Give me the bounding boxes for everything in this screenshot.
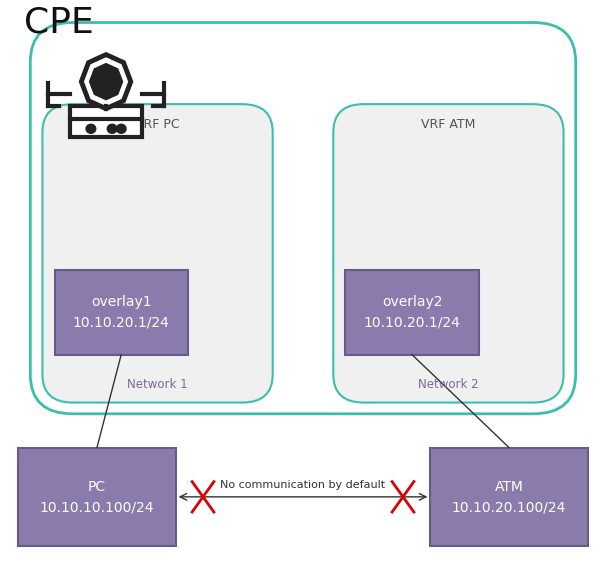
Text: CPE: CPE [24,6,94,39]
Bar [55,270,188,355]
Text: Network 2: Network 2 [418,378,479,391]
Text: overlay2
10.10.20.1/24: overlay2 10.10.20.1/24 [364,295,461,330]
Text: PC
10.10.10.100/24: PC 10.10.10.100/24 [40,480,154,514]
Circle shape [116,124,126,133]
Text: Network 1: Network 1 [127,378,188,391]
Text: overlay1
10.10.20.1/24: overlay1 10.10.20.1/24 [73,295,170,330]
Text: VRF PC: VRF PC [135,118,180,131]
Polygon shape [90,64,122,100]
Text: No communication by default: No communication by default [221,480,385,490]
FancyBboxPatch shape [42,104,273,403]
Polygon shape [81,55,131,109]
Bar [70,105,142,136]
Bar [345,270,479,355]
Circle shape [107,124,117,133]
Text: VRF ATM: VRF ATM [421,118,476,131]
FancyBboxPatch shape [30,23,576,414]
FancyBboxPatch shape [333,104,564,403]
Bar [430,448,588,546]
Text: ATM
10.10.20.100/24: ATM 10.10.20.100/24 [452,480,566,514]
Circle shape [86,124,96,133]
Bar [18,448,176,546]
